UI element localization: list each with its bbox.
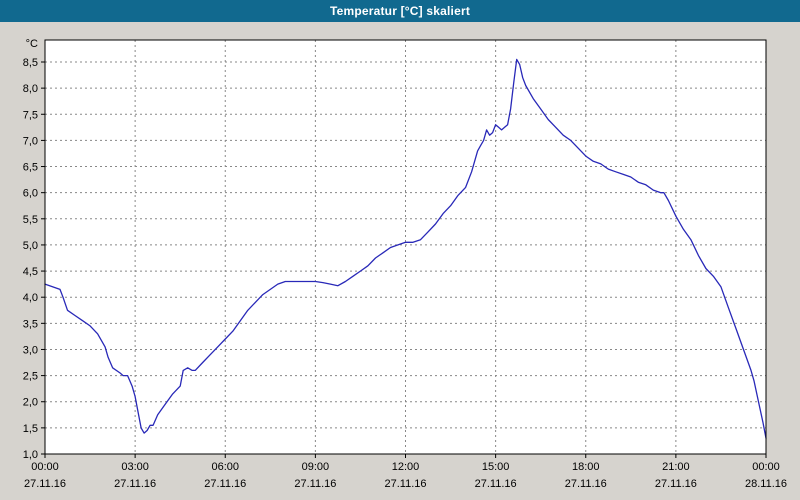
x-tick-time-label: 03:00 xyxy=(121,461,149,473)
y-tick-label: 3,5 xyxy=(23,318,38,330)
y-tick-label: 6,5 xyxy=(23,162,38,174)
window-title: Temperatur [°C] skaliert xyxy=(329,4,471,18)
y-tick-label: 5,0 xyxy=(23,240,38,252)
x-tick-date-label: 27.11.16 xyxy=(565,478,607,490)
chart-area: 1,0 1,5 2,0 2,5 3,0 3,5 4,0 4,5 5,0 5,5 6,0 6,5 7,0 7… xyxy=(0,22,800,500)
x-tick-date-label: 27.11.16 xyxy=(204,478,246,490)
x-tick-date-label: 27.11.16 xyxy=(475,478,517,490)
plot-border xyxy=(44,39,767,455)
x-tick-time-label: 12:00 xyxy=(392,461,420,473)
y-tick-label: 7,0 xyxy=(23,135,38,147)
y-tick-label: 8,5 xyxy=(23,57,38,69)
y-tick-label: 7,5 xyxy=(23,109,38,121)
x-tick-time-label: 15:00 xyxy=(482,461,510,473)
x-tick-time-label: 00:00 xyxy=(31,461,59,473)
y-tick-label: 2,0 xyxy=(23,397,38,409)
x-tick-date-label: 27.11.16 xyxy=(655,478,697,490)
x-tick-date-label: 27.11.16 xyxy=(384,478,426,490)
x-tick-time-label: 09:00 xyxy=(302,461,330,473)
x-tick-date-label: 27.11.16 xyxy=(24,478,66,490)
y-tick-label: 4,5 xyxy=(23,266,38,278)
temperature-series-line xyxy=(44,58,767,439)
x-tick-time-label: 18:00 xyxy=(572,461,600,473)
x-tick-time-label: 06:00 xyxy=(211,461,239,473)
y-axis-unit-label: °C xyxy=(26,38,38,50)
y-tick-label: 4,0 xyxy=(23,292,38,304)
x-tick-date-label: 27.11.16 xyxy=(294,478,336,490)
x-tick-date-label: 27.11.16 xyxy=(114,478,156,490)
window-title-bar: Temperatur [°C] skaliert xyxy=(0,0,800,22)
x-tick-date-label: 28.11.16 xyxy=(745,478,787,490)
y-tick-label: 1,0 xyxy=(23,449,38,461)
x-tick-time-label: 00:00 xyxy=(752,461,780,473)
y-tick-label: 6,0 xyxy=(23,188,38,200)
y-tick-label: 2,5 xyxy=(23,371,38,383)
y-tick-label: 1,5 xyxy=(23,423,38,435)
temperature-chart: 1,0 1,5 2,0 2,5 3,0 3,5 4,0 4,5 5,0 5,5 6,0 6,5 7,0 7… xyxy=(23,38,787,490)
y-tick-label: 3,0 xyxy=(23,344,38,356)
x-tick-time-label: 21:00 xyxy=(662,461,690,473)
y-tick-label: 5,5 xyxy=(23,214,38,226)
y-tick-label: 8,0 xyxy=(23,83,38,95)
